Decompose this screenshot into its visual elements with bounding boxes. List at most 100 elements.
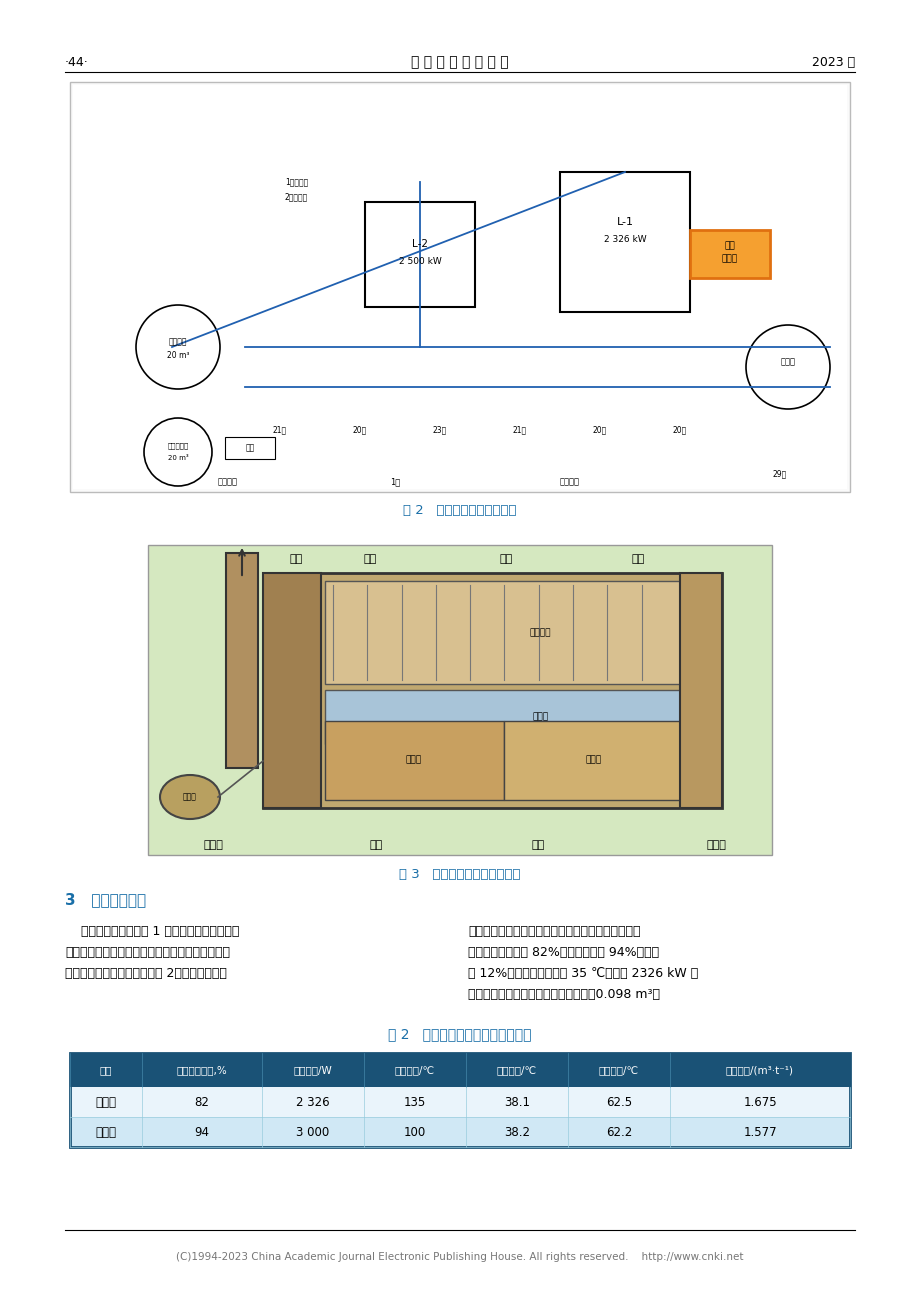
Text: 热效率、能源消耗等方面对加热炉改造效果进行了: 热效率、能源消耗等方面对加热炉改造效果进行了 xyxy=(65,946,230,959)
Bar xyxy=(669,1053,849,1088)
Text: L-2: L-2 xyxy=(412,239,427,248)
Circle shape xyxy=(136,304,220,389)
Bar xyxy=(263,572,721,808)
Text: 100: 100 xyxy=(403,1125,425,1138)
Text: 23号: 23号 xyxy=(433,425,447,435)
Text: 表 2   加热炉改造前后关键参数对比: 表 2 加热炉改造前后关键参数对比 xyxy=(388,1026,531,1041)
Text: ·44·: ·44· xyxy=(65,56,88,69)
Text: 了 12%；排烟温度降低了 35 ℃；较原 2326 kW 加: 了 12%；排烟温度降低了 35 ℃；较原 2326 kW 加 xyxy=(468,967,698,980)
Text: 看，基本达到了加热炉改造的预期目标，其中，加热: 看，基本达到了加热炉改造的预期目标，其中，加热 xyxy=(468,925,640,938)
Text: 方水: 方水 xyxy=(245,444,255,453)
Text: 图 2   直接式加热炉工艺流程: 图 2 直接式加热炉工艺流程 xyxy=(403,503,516,516)
Bar xyxy=(466,1053,567,1088)
Text: 石 油 化 工 设 备 技 术: 石 油 化 工 设 备 技 术 xyxy=(411,55,508,69)
Text: 燃烧器: 燃烧器 xyxy=(183,792,197,801)
Text: 阶段: 阶段 xyxy=(99,1066,112,1075)
Text: 21号: 21号 xyxy=(513,425,527,435)
Text: 调压器: 调压器 xyxy=(721,255,737,264)
Text: 38.2: 38.2 xyxy=(504,1125,529,1138)
Bar xyxy=(70,1118,849,1147)
Text: 改造完成并稳定运行 1 年后，从装置负荷、加: 改造完成并稳定运行 1 年后，从装置负荷、加 xyxy=(65,925,239,938)
Bar xyxy=(226,553,257,768)
Bar xyxy=(324,690,683,744)
Bar xyxy=(365,202,474,307)
Text: 烟箱: 烟箱 xyxy=(289,554,302,565)
Text: 38.1: 38.1 xyxy=(504,1095,529,1108)
Text: 排烟温度/℃: 排烟温度/℃ xyxy=(394,1066,435,1075)
Bar xyxy=(142,1053,262,1088)
Text: 改造后: 改造后 xyxy=(96,1125,117,1138)
Text: 装置负荷/W: 装置负荷/W xyxy=(293,1066,332,1075)
Text: 大下方站: 大下方站 xyxy=(218,477,238,487)
Text: 135: 135 xyxy=(403,1095,425,1108)
Text: 20号: 20号 xyxy=(592,425,607,435)
Bar xyxy=(263,572,321,808)
Text: 29号: 29号 xyxy=(772,470,787,479)
Bar xyxy=(70,1088,849,1118)
Text: (C)1994-2023 China Academic Journal Electronic Publishing House. All rights rese: (C)1994-2023 China Academic Journal Elec… xyxy=(176,1252,743,1262)
Bar xyxy=(70,82,849,492)
Text: 综合评价，整体工艺数据见表 2。从运行情况来: 综合评价，整体工艺数据见表 2。从运行情况来 xyxy=(65,967,227,980)
Text: 20 m³: 20 m³ xyxy=(166,351,189,360)
Text: 1号燃烧器: 1号燃烧器 xyxy=(285,177,308,186)
Text: 82: 82 xyxy=(194,1095,210,1108)
Text: 平均单耗/(m³·t⁻¹): 平均单耗/(m³·t⁻¹) xyxy=(725,1066,793,1075)
Text: 蒸汽空间: 蒸汽空间 xyxy=(529,628,550,637)
Ellipse shape xyxy=(160,775,220,820)
Text: 2 326 kW: 2 326 kW xyxy=(603,235,646,245)
Bar xyxy=(73,85,846,489)
Bar xyxy=(148,545,771,855)
Bar xyxy=(364,1053,466,1088)
Text: 20 m³: 20 m³ xyxy=(167,455,188,461)
Text: 盘管: 盘管 xyxy=(630,554,644,565)
Text: 本体: 本体 xyxy=(499,554,512,565)
Bar xyxy=(70,1053,849,1147)
Text: L-1: L-1 xyxy=(616,217,633,226)
Text: 3   现场应用效果: 3 现场应用效果 xyxy=(65,892,146,908)
Text: 出炉温度/℃: 出炉温度/℃ xyxy=(598,1066,639,1075)
Bar xyxy=(689,230,769,278)
Text: 燃气: 燃气 xyxy=(724,242,734,251)
Text: 热炉，真空相变加热炉平均单耗降低了0.098 m³。: 热炉，真空相变加热炉平均单耗降低了0.098 m³。 xyxy=(468,987,659,1000)
Bar xyxy=(262,1053,364,1088)
Text: 21号: 21号 xyxy=(273,425,287,435)
Text: 烟管: 烟管 xyxy=(531,840,544,850)
Text: 2号燃烧器: 2号燃烧器 xyxy=(285,193,308,202)
Text: 储气罐: 储气罐 xyxy=(779,358,795,367)
Text: 紧急放空罐: 紧急放空罐 xyxy=(167,442,188,449)
Text: 火筒: 火筒 xyxy=(369,840,382,850)
Text: 2 326: 2 326 xyxy=(296,1095,329,1108)
Text: 燃料油罐: 燃料油罐 xyxy=(168,337,187,346)
Text: 图 3   真空相变加热炉结构工艺: 图 3 真空相变加热炉结构工艺 xyxy=(399,869,520,882)
Text: 3 000: 3 000 xyxy=(296,1125,329,1138)
Text: 改造前: 改造前 xyxy=(96,1095,117,1108)
Bar xyxy=(70,1053,142,1088)
Text: 94: 94 xyxy=(194,1125,210,1138)
Text: 操作间: 操作间 xyxy=(203,840,222,850)
Text: 回烟室: 回烟室 xyxy=(585,756,601,765)
Text: 20号: 20号 xyxy=(672,425,686,435)
Text: 进炉温度/℃: 进炉温度/℃ xyxy=(496,1066,537,1075)
Bar xyxy=(560,172,689,312)
Text: 1.577: 1.577 xyxy=(743,1125,776,1138)
Bar xyxy=(567,1053,669,1088)
Text: 62.5: 62.5 xyxy=(606,1095,631,1108)
Text: 20号: 20号 xyxy=(353,425,367,435)
Bar xyxy=(324,721,504,800)
Text: 62.2: 62.2 xyxy=(606,1125,631,1138)
Bar xyxy=(324,582,683,684)
Text: 上站来油: 上站来油 xyxy=(560,477,579,487)
Bar xyxy=(504,721,683,800)
Bar xyxy=(679,572,721,808)
Text: 1.675: 1.675 xyxy=(743,1095,776,1108)
Text: 2 500 kW: 2 500 kW xyxy=(398,258,441,267)
Text: 炉热效率从原来的 82%提高至目前的 94%，提高: 炉热效率从原来的 82%提高至目前的 94%，提高 xyxy=(468,946,658,959)
Text: 1号: 1号 xyxy=(390,477,400,487)
Text: 水空间: 水空间 xyxy=(532,713,548,722)
Circle shape xyxy=(144,418,211,487)
Text: 防爆门: 防爆门 xyxy=(705,840,725,850)
Bar xyxy=(225,437,275,459)
Text: 燃烧室: 燃烧室 xyxy=(405,756,422,765)
Text: 烟囱: 烟囱 xyxy=(363,554,376,565)
Text: 2023 年: 2023 年 xyxy=(811,56,854,69)
